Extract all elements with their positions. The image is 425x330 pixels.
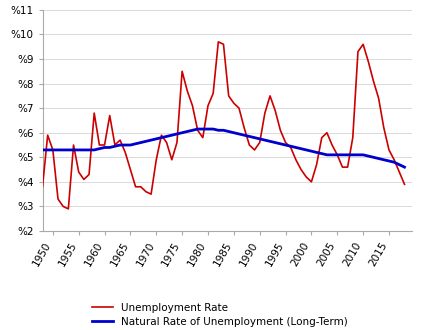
Unemployment Rate	[216, 40, 221, 44]
Line: Natural Rate of Unemployment (Long-Term): Natural Rate of Unemployment (Long-Term)	[42, 129, 405, 167]
Unemployment Rate	[50, 148, 55, 152]
Natural Rate of Unemployment (Long-Term)	[221, 128, 226, 132]
Natural Rate of Unemployment (Long-Term)	[402, 165, 407, 169]
Natural Rate of Unemployment (Long-Term)	[40, 148, 45, 152]
Natural Rate of Unemployment (Long-Term)	[262, 138, 267, 142]
Unemployment Rate	[402, 182, 407, 186]
Unemployment Rate	[40, 185, 45, 189]
Unemployment Rate	[267, 94, 272, 98]
Unemployment Rate	[66, 207, 71, 211]
Natural Rate of Unemployment (Long-Term)	[386, 159, 391, 163]
Unemployment Rate	[97, 143, 102, 147]
Natural Rate of Unemployment (Long-Term)	[319, 152, 324, 156]
Natural Rate of Unemployment (Long-Term)	[195, 127, 200, 131]
Natural Rate of Unemployment (Long-Term)	[143, 139, 148, 143]
Natural Rate of Unemployment (Long-Term)	[50, 148, 55, 152]
Unemployment Rate	[391, 158, 397, 162]
Unemployment Rate	[226, 94, 231, 98]
Unemployment Rate	[376, 96, 381, 100]
Legend: Unemployment Rate, Natural Rate of Unemployment (Long-Term): Unemployment Rate, Natural Rate of Unemp…	[92, 303, 348, 327]
Line: Unemployment Rate: Unemployment Rate	[42, 42, 405, 209]
